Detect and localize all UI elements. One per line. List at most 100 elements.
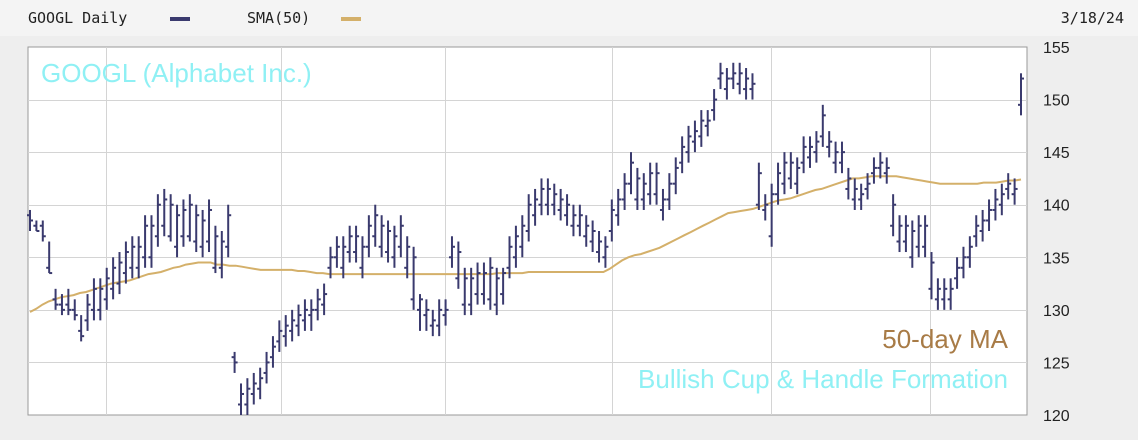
ohlc-bar [480,262,487,305]
ohlc-bar [947,278,954,310]
ohlc-bar [212,225,219,274]
y-axis: 120 125 130 135 140 145 150 155 [1043,40,1070,425]
ohlc-bar [512,225,519,268]
ohlc-bar [474,262,481,305]
ohlc-bar [71,299,78,321]
ohlc-bar [909,220,916,268]
ohlc-bar [301,299,308,331]
ohlc-bar [768,183,775,247]
ohlc-bar [743,68,750,100]
ohlc-bar [762,194,769,221]
ohlc-bar [346,225,353,263]
ohlc-bar [353,225,360,263]
ohlc-bar [225,204,232,258]
ohlc-bar [148,215,155,268]
ohlc-bar [519,215,526,258]
ohlc-bar [218,231,225,279]
sma-line [29,175,1022,313]
ohlc-bar [116,252,123,295]
ma-annotation: 50-day MA [882,324,1008,354]
ohlc-bar [442,299,449,326]
ohlc-bar [372,204,379,247]
ohlc-bar [321,283,328,316]
company-annotation: GOOGL (Alphabet Inc.) [41,58,312,88]
ohlc-bar [992,188,999,221]
ohlc-bar [110,257,117,300]
ohlc-bar [1018,73,1024,116]
ohlc-bar [602,236,609,268]
ohlc-bar [193,204,200,253]
ohlc-bar [589,220,596,253]
ohlc-bar [167,194,174,242]
ohlc-bar [174,204,181,258]
ohlc-bar [659,188,666,221]
ohlc-bar [135,236,142,279]
ohlc-bar [257,367,264,400]
ohlc-bar [52,288,59,310]
ohlc-bar [391,225,398,268]
ohlc-bar [838,141,845,174]
ohlc-bar [634,167,641,210]
ohlc-bar [142,215,149,268]
y-tick-label: 135 [1043,250,1070,267]
ohlc-bar [206,199,213,253]
y-tick-label: 130 [1043,303,1070,320]
ohlc-bar [755,162,762,210]
ohlc-bar [122,241,129,284]
ohlc-bar [787,152,794,189]
ohlc-bar [65,288,72,316]
ohlc-bar [404,236,411,279]
ohlc-bar [711,89,718,121]
ohlc-bar [397,215,404,258]
ohlc-bar [525,194,532,242]
ohlc-bar [468,267,475,316]
price-legend-swatch [170,17,190,21]
ohlc-bar [570,204,577,237]
ohlc-bar [813,131,820,163]
ohlc-bar [333,236,340,268]
ohlc-bar [877,152,884,179]
ohlc-bar [417,294,424,331]
ohlc-bar [583,215,590,247]
ohlc-bar [295,304,302,337]
ohlc-bar [621,173,628,210]
ohlc-bar [883,157,890,184]
ohlc-bar [103,267,110,310]
ohlc-bar [487,257,494,310]
ohlc-bar [864,173,871,200]
ohlc-bar [954,257,961,289]
ohlc-bar [615,188,622,226]
ohlc-bar [685,125,692,163]
ohlc-bar [538,178,545,216]
ohlc-bar [723,68,730,100]
ohlc-bar [551,183,558,216]
ohlc-bar [1005,173,1012,200]
ohlc-bar [532,188,539,226]
y-tick-label: 155 [1043,40,1070,57]
ohlc-bar [851,178,858,210]
ohlc-bar [154,194,161,247]
ohlc-bar [647,162,654,205]
ohlc-bar [826,131,833,158]
ohlc-bar [915,215,922,258]
ohlc-bar [576,204,583,237]
ohlc-bar [378,215,385,258]
ohlc-bar [244,378,251,415]
ohlc-bar [436,299,443,337]
ohlc-bar [966,236,973,268]
ohlc-bar [564,194,571,226]
ohlc-bar [960,246,967,279]
ohlc-bar [46,241,53,275]
y-tick-label: 145 [1043,145,1070,162]
ohlc-bar [500,267,507,305]
ohlc-bar [736,62,743,95]
ohlc-bar [1011,178,1018,205]
price-bars [27,62,1024,415]
ohlc-bar [423,299,430,331]
ohlc-bar [199,209,206,258]
ohlc-bar [448,236,455,268]
ohlc-bar [832,141,839,174]
ohlc-bar [749,73,756,100]
ohlc-bar [461,267,468,316]
ohlc-bar [455,241,462,289]
